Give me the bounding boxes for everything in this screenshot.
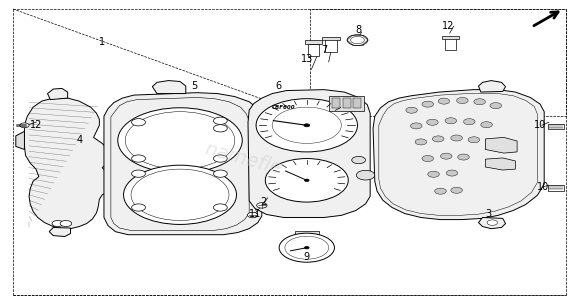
Circle shape	[438, 98, 450, 104]
Circle shape	[406, 107, 417, 113]
Circle shape	[214, 170, 228, 177]
Circle shape	[256, 203, 267, 208]
Circle shape	[411, 123, 422, 129]
Circle shape	[415, 139, 427, 145]
Polygon shape	[47, 88, 68, 100]
Circle shape	[347, 35, 368, 45]
Circle shape	[474, 99, 485, 105]
Circle shape	[131, 119, 145, 126]
Text: 10: 10	[537, 182, 549, 192]
Text: 11: 11	[249, 210, 261, 220]
Polygon shape	[478, 217, 505, 229]
Polygon shape	[485, 158, 515, 170]
Circle shape	[446, 170, 458, 176]
Circle shape	[131, 170, 145, 177]
Text: 7: 7	[321, 45, 327, 55]
Circle shape	[20, 123, 29, 128]
Text: 4: 4	[76, 135, 82, 145]
Polygon shape	[49, 228, 71, 236]
Circle shape	[131, 204, 145, 211]
Text: 3: 3	[485, 210, 492, 220]
Polygon shape	[16, 131, 24, 149]
Circle shape	[487, 220, 497, 225]
Polygon shape	[152, 81, 186, 94]
FancyBboxPatch shape	[329, 96, 364, 111]
Text: 13: 13	[301, 54, 313, 64]
Circle shape	[247, 212, 258, 218]
Circle shape	[428, 171, 439, 177]
Polygon shape	[104, 93, 262, 235]
Circle shape	[433, 136, 444, 142]
Circle shape	[451, 187, 463, 193]
Text: 6: 6	[275, 81, 281, 91]
Circle shape	[445, 118, 457, 124]
FancyBboxPatch shape	[305, 40, 323, 44]
Circle shape	[427, 119, 438, 125]
Circle shape	[356, 170, 375, 180]
Circle shape	[481, 122, 492, 128]
Circle shape	[118, 108, 242, 173]
Text: 2: 2	[261, 197, 267, 207]
Text: 9: 9	[304, 252, 310, 262]
Text: 10: 10	[534, 120, 546, 130]
Text: CBF600: CBF600	[272, 105, 295, 110]
Circle shape	[351, 156, 365, 164]
Polygon shape	[373, 90, 544, 220]
FancyBboxPatch shape	[548, 185, 564, 191]
Circle shape	[458, 154, 470, 160]
Circle shape	[52, 221, 64, 227]
Circle shape	[305, 246, 309, 249]
Circle shape	[265, 159, 349, 202]
Circle shape	[214, 125, 228, 132]
Polygon shape	[478, 81, 505, 92]
Circle shape	[214, 155, 228, 162]
Text: 1: 1	[99, 37, 105, 47]
FancyBboxPatch shape	[332, 99, 340, 108]
FancyBboxPatch shape	[442, 36, 459, 39]
Circle shape	[435, 188, 446, 194]
Polygon shape	[485, 137, 517, 153]
Circle shape	[468, 137, 479, 143]
Text: namefle: namefle	[203, 139, 284, 178]
Circle shape	[256, 99, 357, 152]
FancyBboxPatch shape	[548, 124, 564, 129]
Circle shape	[422, 156, 434, 162]
Circle shape	[304, 124, 310, 127]
Circle shape	[441, 153, 452, 159]
Text: 5: 5	[191, 81, 197, 91]
FancyBboxPatch shape	[353, 99, 361, 108]
Circle shape	[214, 204, 228, 211]
FancyBboxPatch shape	[323, 37, 340, 40]
Text: 12: 12	[30, 120, 42, 130]
Circle shape	[214, 117, 228, 124]
Polygon shape	[248, 90, 370, 217]
Circle shape	[279, 233, 335, 262]
Polygon shape	[24, 98, 113, 229]
Circle shape	[123, 165, 236, 224]
FancyBboxPatch shape	[343, 99, 350, 108]
Text: 12: 12	[442, 20, 454, 31]
FancyBboxPatch shape	[295, 231, 319, 235]
Circle shape	[464, 119, 475, 125]
Circle shape	[60, 221, 72, 227]
Circle shape	[457, 98, 468, 103]
Text: 8: 8	[356, 25, 362, 35]
Circle shape	[422, 101, 434, 107]
FancyBboxPatch shape	[445, 38, 456, 50]
Circle shape	[451, 135, 463, 141]
FancyBboxPatch shape	[325, 39, 337, 52]
Circle shape	[131, 155, 145, 162]
Circle shape	[490, 103, 501, 109]
Circle shape	[305, 179, 309, 181]
FancyBboxPatch shape	[308, 43, 320, 56]
